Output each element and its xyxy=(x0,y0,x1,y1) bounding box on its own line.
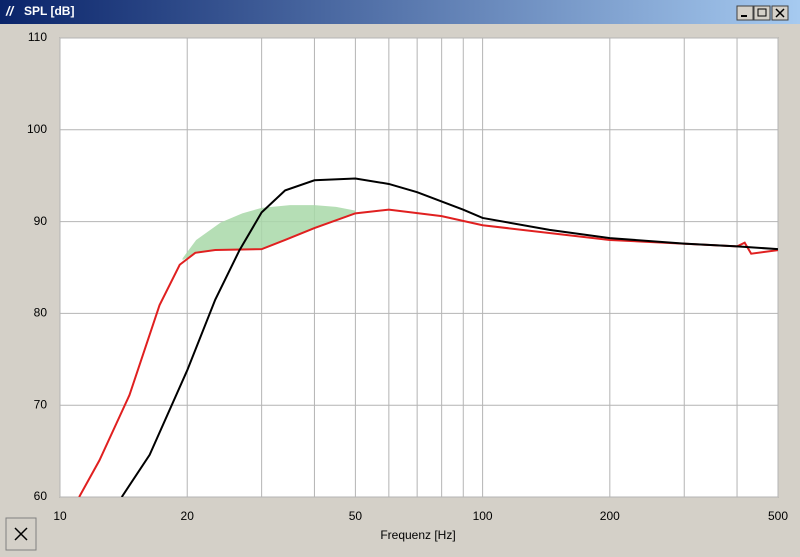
x-tick-label: 50 xyxy=(349,509,363,523)
window-buttons[interactable] xyxy=(736,5,789,21)
title-bar xyxy=(0,0,800,24)
tool-icon xyxy=(14,527,28,541)
y-tick-label: 60 xyxy=(34,489,48,503)
x-tick-label: 10 xyxy=(53,509,67,523)
y-tick-label: 80 xyxy=(34,306,48,320)
y-tick-label: 90 xyxy=(34,214,48,228)
series-line xyxy=(120,177,778,497)
x-tick-label: 100 xyxy=(473,509,493,523)
shaded-area xyxy=(182,205,356,261)
maximize-icon xyxy=(757,8,767,17)
x-tick-label: 200 xyxy=(600,509,620,523)
y-tick-label: 110 xyxy=(28,30,47,44)
minimize-button[interactable] xyxy=(736,5,754,21)
x-axis-label: Frequenz [Hz] xyxy=(380,528,455,542)
y-tick-label: 100 xyxy=(27,122,47,136)
x-tick-label: 20 xyxy=(181,509,195,523)
app-icon: // xyxy=(5,3,15,18)
y-tick-label: 70 xyxy=(34,397,48,411)
maximize-button[interactable] xyxy=(753,5,771,21)
x-tick-label: 500 xyxy=(768,509,788,523)
window-title: SPL [dB] xyxy=(24,4,74,18)
close-icon xyxy=(775,8,785,18)
plot-area xyxy=(59,37,779,498)
tool-button[interactable] xyxy=(5,517,37,551)
